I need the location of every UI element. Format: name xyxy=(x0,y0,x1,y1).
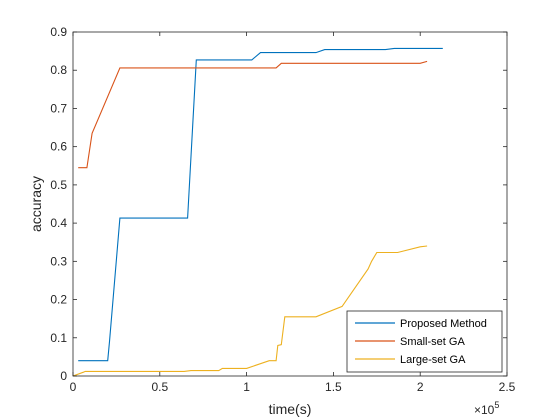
y-tick-label: 0.3 xyxy=(50,254,67,268)
legend: Proposed Method Small-set GA Large-set GA xyxy=(346,310,503,373)
y-tick-label: 0 xyxy=(60,369,67,383)
series-layer xyxy=(72,47,443,377)
legend-label: Proposed Method xyxy=(400,318,487,330)
series-line-1 xyxy=(78,47,443,362)
legend-label: Large-set GA xyxy=(400,354,466,366)
x-axis-label: time(s) xyxy=(269,401,312,417)
ticks-layer: 0 0.5 1 1.5 2 2.5 0 0.1 0.2 0.3 0.4 0.5 0.6 0.7 0.8 0.9 xyxy=(50,25,515,394)
y-axis-label: accuracy xyxy=(28,176,44,232)
x-multiplier-exp: 5 xyxy=(494,400,499,410)
axes-box xyxy=(72,31,508,377)
series-line-2 xyxy=(78,60,428,169)
x-tick-label: 2.5 xyxy=(499,380,516,394)
y-tick-label: 0.9 xyxy=(50,25,67,39)
y-tick-label: 0.2 xyxy=(50,293,67,307)
y-tick-label: 0.7 xyxy=(50,101,67,115)
x-tick-label: 0.5 xyxy=(151,380,168,394)
y-tick-label: 0.5 xyxy=(50,178,67,192)
series-line-3 xyxy=(72,245,428,377)
y-tick-label: 0.1 xyxy=(50,331,67,345)
y-tick-label: 0.8 xyxy=(50,63,67,77)
x-tick-label: 0 xyxy=(70,380,77,394)
x-multiplier-base: ×10 xyxy=(474,403,495,417)
x-tick-label: 1.5 xyxy=(325,380,342,394)
x-tick-label: 1 xyxy=(243,380,250,394)
legend-label: Small-set GA xyxy=(400,336,465,348)
x-multiplier: ×105 xyxy=(474,400,499,417)
y-tick-label: 0.6 xyxy=(50,140,67,154)
x-tick-label: 2 xyxy=(417,380,424,394)
y-tick-label: 0.4 xyxy=(50,216,67,230)
